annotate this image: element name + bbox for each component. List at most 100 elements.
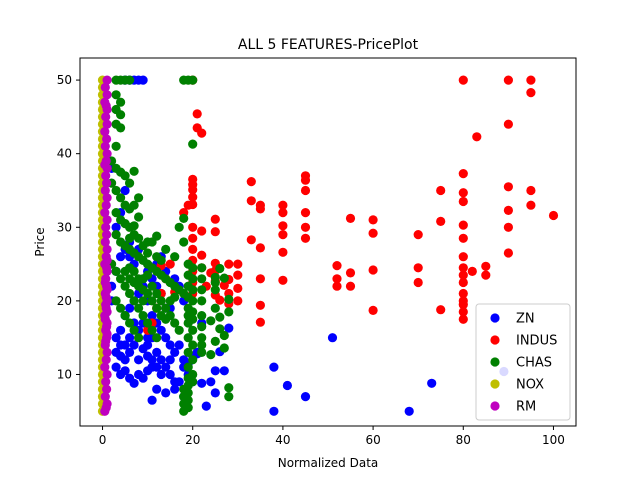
data-point <box>161 362 171 372</box>
data-point <box>125 75 135 85</box>
legend-label: INDUS <box>516 334 557 349</box>
data-point <box>255 243 265 253</box>
data-point <box>526 88 536 98</box>
data-point <box>345 268 356 278</box>
data-point <box>143 248 153 258</box>
data-point <box>102 163 112 173</box>
data-point <box>188 296 198 306</box>
data-point <box>143 340 153 350</box>
data-point <box>116 123 126 133</box>
data-point <box>102 263 112 273</box>
data-point <box>188 233 198 243</box>
data-point <box>147 281 157 291</box>
data-point <box>458 188 468 198</box>
data-point <box>165 355 175 365</box>
data-point <box>278 247 288 257</box>
data-point <box>170 384 180 394</box>
x-tick-label: 20 <box>185 433 200 447</box>
data-point <box>102 329 112 339</box>
data-point <box>147 325 157 335</box>
data-point <box>100 392 110 402</box>
data-point <box>197 274 207 284</box>
data-point <box>210 227 220 237</box>
data-point <box>111 347 121 357</box>
data-point <box>368 228 378 238</box>
data-point <box>152 384 162 394</box>
data-point <box>269 406 279 416</box>
data-point <box>413 263 423 273</box>
data-point <box>197 250 207 260</box>
data-point <box>215 312 225 322</box>
data-point <box>503 205 513 215</box>
data-point <box>246 177 256 187</box>
data-point <box>138 311 148 321</box>
data-point <box>138 285 148 295</box>
data-point <box>300 175 311 185</box>
data-point <box>458 314 468 324</box>
x-tick-label: 40 <box>275 433 290 447</box>
data-point <box>129 221 139 231</box>
x-tick-label: 100 <box>542 433 565 447</box>
data-point <box>327 333 338 343</box>
data-point <box>278 208 288 218</box>
data-point <box>233 283 243 293</box>
x-axis: 0 20 40 60 80 100 <box>99 426 565 447</box>
data-point <box>188 185 198 195</box>
data-point <box>246 235 256 245</box>
y-tick-label: 30 <box>57 220 72 234</box>
data-point <box>481 270 491 280</box>
data-point <box>278 230 288 240</box>
data-point <box>404 406 414 416</box>
data-point <box>183 362 193 372</box>
legend-marker <box>490 357 500 367</box>
data-point <box>503 182 513 192</box>
data-point <box>101 292 111 302</box>
data-point <box>102 215 112 225</box>
data-point <box>101 112 111 122</box>
data-point <box>102 347 112 357</box>
data-point <box>101 300 111 310</box>
data-point <box>100 185 110 196</box>
data-point <box>100 314 110 324</box>
legend-label: CHAS <box>516 356 552 371</box>
data-point <box>100 277 110 288</box>
data-point <box>188 340 198 350</box>
data-point <box>138 373 148 383</box>
data-point <box>147 395 157 405</box>
data-point <box>458 220 468 230</box>
data-point <box>138 75 148 85</box>
data-point <box>156 325 166 335</box>
data-point <box>125 288 135 299</box>
data-point <box>161 244 171 254</box>
data-point <box>102 255 112 265</box>
data-point <box>224 323 234 333</box>
legend-marker <box>490 379 500 389</box>
data-point <box>224 383 234 393</box>
data-point <box>161 333 171 343</box>
data-point <box>179 237 189 247</box>
data-point <box>224 307 234 317</box>
data-point <box>111 185 121 196</box>
data-point <box>210 303 220 313</box>
legend-marker <box>490 313 500 323</box>
data-point <box>458 252 468 262</box>
data-point <box>102 322 112 332</box>
data-point <box>101 171 111 181</box>
data-point <box>102 75 112 85</box>
data-point <box>120 171 130 181</box>
data-point <box>197 347 207 357</box>
data-point <box>503 75 513 85</box>
data-point <box>224 294 234 304</box>
data-point <box>143 270 153 280</box>
data-point <box>188 274 198 284</box>
data-point <box>219 273 229 283</box>
data-point <box>197 263 207 273</box>
data-point <box>100 127 110 137</box>
data-point <box>210 388 220 398</box>
data-point <box>179 355 189 365</box>
legend-box <box>475 303 571 421</box>
data-point <box>111 266 121 276</box>
data-point <box>125 178 135 188</box>
data-point <box>188 355 198 365</box>
